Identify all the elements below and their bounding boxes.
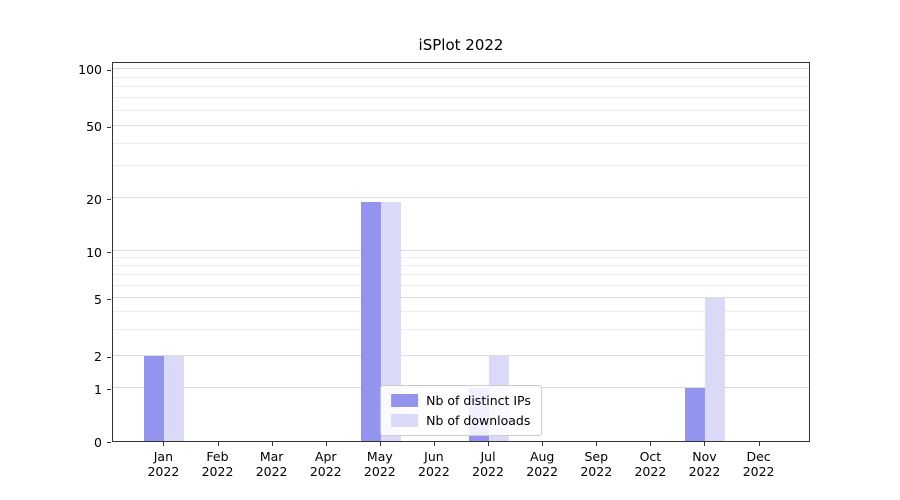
y-tick-label: 2 [94,349,102,365]
y-tick-label: 5 [94,291,102,307]
gridline-minor [113,265,809,267]
y-tick-mark [107,199,111,201]
x-tick-mark [217,442,219,446]
x-tick-mark [542,442,544,446]
y-tick-mark [107,356,111,358]
legend-item-downloads: Nb of downloads [391,413,531,428]
bar-downloads [164,355,185,441]
x-tick-label: May 2022 [363,449,396,479]
x-tick-mark [758,442,760,446]
legend-label-distinct-ips: Nb of distinct IPs [426,393,531,408]
gridline-minor [113,329,809,331]
bar-distinct-ips [685,388,706,441]
x-tick-label: Sep 2022 [580,449,613,479]
y-tick-label: 10 [86,244,102,260]
x-tick-mark [271,442,273,446]
x-tick-label: Jul 2022 [472,449,504,479]
plot-area: Nb of distinct IPs Nb of downloads [112,62,810,442]
legend-swatch-distinct-ips-icon [391,394,419,407]
chart-title: iSPlot 2022 [418,36,504,54]
x-tick-label: Nov 2022 [688,449,721,479]
y-tick-label: 0 [94,434,102,450]
x-tick-mark [163,442,165,446]
x-tick-mark [704,442,706,446]
y-tick-label: 1 [94,381,102,397]
gridline-minor [113,97,809,99]
x-tick-mark [379,442,381,446]
gridline-major [113,354,809,356]
x-tick-label: Apr 2022 [309,449,342,479]
x-tick-mark [596,442,598,446]
gridline-minor [113,86,809,88]
bar-distinct-ips [144,355,165,441]
x-tick-label: Oct 2022 [634,449,667,479]
x-tick-mark [325,442,327,446]
y-tick-mark [107,69,111,71]
gridline-major [113,297,809,299]
x-tick-mark [650,442,652,446]
x-tick-label: Feb 2022 [201,449,234,479]
x-tick-label: Mar 2022 [255,449,288,479]
y-tick-mark [107,252,111,253]
gridline-minor [113,76,809,78]
x-tick-label: Jan 2022 [147,449,180,479]
gridline-minor [113,110,809,111]
gridline-minor [113,142,809,144]
x-tick-mark [488,442,490,446]
x-tick-label: Dec 2022 [742,449,775,479]
y-tick-mark [107,126,111,128]
gridline-major [113,250,809,251]
gridline-minor [113,284,809,286]
legend: Nb of distinct IPs Nb of downloads [380,385,542,436]
gridline-minor [113,257,809,259]
y-tick-mark [107,442,111,443]
gridline-major [113,67,809,69]
y-tick-label: 100 [78,62,102,78]
gridline-minor [113,274,809,276]
legend-label-downloads: Nb of downloads [426,413,531,428]
legend-item-distinct-ips: Nb of distinct IPs [391,393,531,408]
gridline-major [113,197,809,199]
y-tick-label: 50 [86,119,102,135]
x-tick-label: Aug 2022 [526,449,559,479]
y-tick-mark [107,299,111,301]
bar-downloads [705,298,726,441]
gridline-major [113,124,809,126]
gridline-minor [113,165,809,167]
x-tick-label: Jun 2022 [418,449,450,479]
gridline-minor [113,311,809,313]
y-tick-label: 20 [86,191,102,207]
legend-swatch-downloads-icon [391,414,419,427]
bar-downloads [380,202,401,441]
x-tick-mark [433,442,435,446]
y-tick-mark [107,389,111,391]
bar-distinct-ips [360,202,381,441]
